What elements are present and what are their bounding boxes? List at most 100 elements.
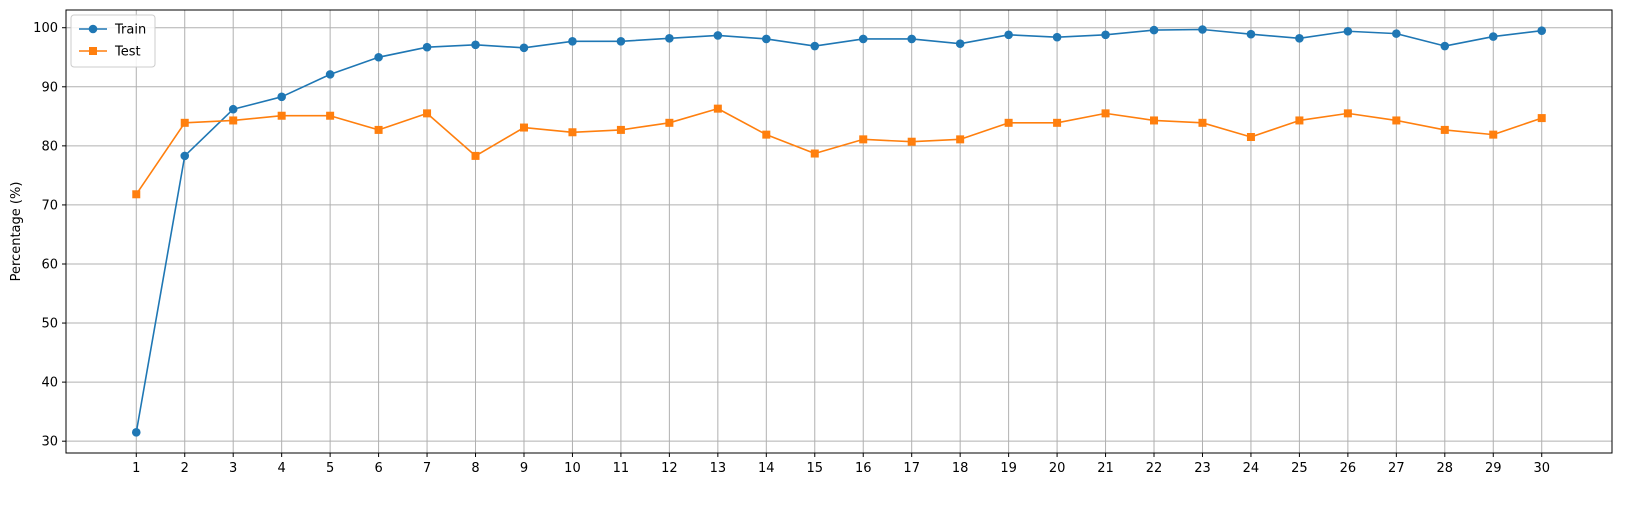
data-point-train — [422, 42, 432, 52]
x-tick-label: 14 — [758, 461, 775, 476]
y-tick-label: 60 — [41, 257, 58, 272]
data-point-train — [1101, 30, 1110, 40]
data-point-test — [471, 151, 480, 160]
x-tick-label: 10 — [564, 461, 581, 476]
y-tick-label: 100 — [33, 21, 58, 36]
data-point-train — [1440, 41, 1450, 51]
data-point-test — [568, 128, 577, 137]
data-point-test — [1101, 109, 1110, 118]
legend-item-test: Test — [79, 45, 141, 60]
y-tick-label: 90 — [41, 80, 58, 95]
data-point-test — [956, 135, 965, 144]
data-point-train — [1295, 34, 1304, 43]
x-tick-label: 11 — [613, 461, 630, 476]
data-point-train — [325, 70, 335, 79]
x-tick-label: 8 — [471, 461, 479, 476]
x-tick-label: 13 — [710, 461, 727, 476]
legend-item-train: Train — [79, 23, 146, 38]
y-tick-label: 40 — [41, 376, 58, 391]
x-tick-label: 7 — [423, 461, 431, 476]
y-tick-label: 50 — [41, 317, 58, 332]
x-tick-label: 27 — [1388, 461, 1405, 476]
data-point-test — [1295, 116, 1304, 125]
x-tick-label: 21 — [1097, 461, 1114, 476]
data-point-test — [1246, 132, 1255, 141]
data-point-test — [713, 104, 722, 113]
data-point-train — [471, 40, 480, 50]
data-point-train — [1246, 29, 1256, 39]
x-tick-label: 6 — [374, 461, 382, 476]
x-tick-label: 17 — [903, 461, 920, 476]
x-tick-label: 28 — [1437, 461, 1454, 476]
data-point-train — [1004, 30, 1013, 40]
series-layer — [131, 25, 1547, 437]
series-test — [132, 104, 1546, 199]
data-point-test — [229, 116, 238, 125]
x-tick-label: 16 — [855, 461, 872, 476]
data-point-train — [1392, 29, 1401, 38]
data-point-train — [616, 37, 626, 46]
data-point-train — [374, 52, 383, 62]
data-point-test — [132, 190, 141, 199]
x-tick-label: 30 — [1533, 461, 1550, 476]
data-point-train — [955, 39, 965, 48]
data-point-train — [713, 31, 723, 40]
data-point-train — [1052, 32, 1062, 42]
x-tick-label: 26 — [1340, 461, 1357, 476]
data-point-train — [1537, 26, 1547, 35]
data-point-test — [180, 118, 189, 127]
data-point-train — [1198, 25, 1207, 34]
data-point-test — [1198, 118, 1207, 127]
data-point-test — [1343, 109, 1352, 118]
grid-lines — [66, 10, 1612, 453]
data-point-test — [616, 125, 625, 134]
data-point-train — [907, 34, 916, 44]
legend-marker — [88, 24, 98, 34]
x-tick-label: 12 — [661, 461, 678, 476]
data-point-test — [762, 130, 771, 139]
x-tick-label: 9 — [520, 461, 528, 476]
data-point-train — [762, 34, 771, 44]
legend: Train Test — [70, 14, 156, 68]
plot-frame — [65, 9, 1613, 454]
x-tick-label: 1 — [132, 461, 140, 476]
y-tick-label: 80 — [41, 139, 58, 154]
y-tick-label: 70 — [41, 198, 58, 213]
data-point-test — [277, 111, 286, 120]
data-point-test — [423, 109, 432, 118]
data-point-train — [665, 34, 674, 43]
data-point-test — [374, 125, 383, 134]
y-tick-label: 30 — [41, 435, 58, 450]
data-point-test — [519, 123, 528, 132]
data-point-train — [277, 92, 286, 102]
x-tick-label: 23 — [1194, 461, 1211, 476]
data-point-test — [326, 111, 335, 120]
data-point-test — [859, 135, 868, 144]
data-point-test — [1489, 130, 1498, 139]
legend-marker — [89, 47, 97, 55]
y-axis-label: Percentage (%) — [9, 182, 24, 282]
x-tick-label: 18 — [952, 461, 969, 476]
y-axis-ticks: 30 40 50 60 70 80 90 100 — [33, 21, 66, 450]
series-train — [131, 25, 1547, 437]
data-point-test — [810, 149, 819, 158]
data-point-train — [1488, 32, 1498, 41]
data-point-train — [568, 37, 577, 46]
data-point-train — [1149, 25, 1159, 35]
x-tick-label: 2 — [181, 461, 189, 476]
x-tick-label: 25 — [1291, 461, 1308, 476]
data-point-train — [810, 41, 820, 51]
data-point-train — [180, 151, 190, 161]
series-line-train — [135, 28, 1542, 433]
data-point-train — [228, 104, 238, 114]
x-tick-label: 22 — [1146, 461, 1163, 476]
data-point-test — [1004, 118, 1013, 127]
data-point-test — [1053, 118, 1062, 127]
x-axis-ticks: 1 2 3 4 5 6 7 8 9 10 11 12 13 14 15 16 17 18 19 20 21 22 23 24 2… — [132, 453, 1550, 476]
series-line-test — [135, 107, 1542, 195]
data-point-train — [1343, 26, 1353, 36]
data-point-test — [1150, 116, 1159, 125]
x-tick-label: 5 — [326, 461, 334, 476]
x-tick-label: 24 — [1243, 461, 1260, 476]
